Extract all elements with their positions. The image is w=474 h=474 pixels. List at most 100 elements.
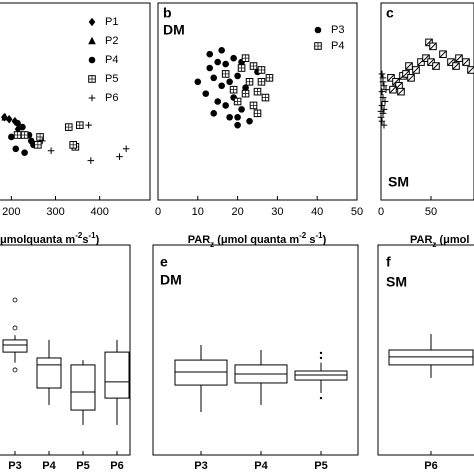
marker (1, 112, 9, 121)
marker (122, 145, 130, 153)
marker (242, 84, 249, 92)
x-tick-label: 40 (311, 206, 323, 218)
marker (222, 60, 229, 68)
marker (75, 121, 84, 129)
marker (429, 42, 437, 51)
stroke (439, 50, 447, 58)
marker (218, 46, 225, 54)
dot (238, 106, 245, 113)
condition-label: SM (386, 274, 407, 290)
x-tick-label: P5 (76, 460, 89, 472)
x-axis-label-part: PAR (410, 234, 432, 246)
marker (379, 74, 387, 82)
condition-label: DM (163, 22, 185, 38)
box (70, 364, 96, 411)
dot (210, 74, 218, 82)
x-tick-label: P5 (314, 460, 327, 472)
marker (20, 131, 29, 139)
marker (87, 157, 95, 164)
x-tick-label: 300 (46, 206, 64, 218)
marker (380, 82, 388, 90)
box (388, 349, 474, 366)
panel-label: b (163, 5, 172, 21)
marker (230, 54, 237, 62)
marker (257, 78, 266, 86)
marker (257, 66, 266, 74)
marker (38, 137, 46, 145)
marker (210, 74, 218, 82)
dot (19, 123, 26, 131)
x-tick-label: 50 (425, 206, 437, 218)
marker (214, 58, 221, 66)
x-tick-label: 0 (378, 206, 384, 218)
marker (222, 102, 229, 109)
x-tick-label: 20 (231, 206, 243, 218)
marker (88, 36, 96, 45)
x-tick-label: 0 (155, 206, 161, 218)
panel-label: e (160, 254, 168, 270)
marker (88, 56, 96, 64)
stroke (405, 62, 413, 70)
dot (202, 90, 210, 97)
stroke (407, 74, 415, 82)
marker (69, 141, 77, 149)
marker (238, 106, 245, 113)
dot (242, 84, 249, 92)
marker (439, 50, 447, 59)
marker (229, 85, 238, 94)
dot (234, 121, 241, 129)
x-axis-label-part: -1 (88, 231, 96, 240)
marker (245, 78, 254, 86)
marker (88, 94, 96, 102)
marker (12, 145, 20, 153)
x-axis-label: μmolquanta m-2s-1) (0, 231, 100, 246)
stroke (452, 62, 460, 70)
x-axis-label-part: s (82, 234, 88, 246)
dot (218, 46, 225, 54)
dot (194, 78, 202, 86)
marker (412, 66, 420, 74)
x-axis-label-part: -2 (75, 231, 83, 240)
marker (387, 74, 395, 82)
dot (314, 26, 322, 34)
box (2, 339, 28, 353)
marker (425, 38, 433, 47)
marker (462, 58, 470, 66)
marker (249, 62, 258, 70)
plot-frame (0, 2, 151, 201)
marker (210, 110, 218, 117)
x-axis-label-part: s (306, 234, 315, 246)
legend-label: P3 (331, 24, 344, 36)
marker (378, 70, 386, 78)
diamond (88, 17, 96, 27)
marker (233, 97, 242, 106)
stroke (427, 58, 435, 66)
stroke (392, 78, 400, 86)
marker (34, 141, 42, 149)
marker (221, 70, 230, 78)
dot (214, 98, 221, 105)
legend-label: P5 (105, 73, 118, 85)
triangle (88, 36, 96, 45)
outlier (12, 297, 18, 303)
marker (265, 74, 274, 82)
dot (226, 78, 233, 86)
x-tick-label: 400 (90, 206, 108, 218)
outlier (319, 396, 323, 400)
dot (226, 113, 233, 121)
marker (19, 123, 26, 131)
x-tick-label: P6 (110, 460, 123, 472)
marker (206, 64, 214, 72)
legend-label: P4 (105, 54, 118, 66)
marker (377, 113, 385, 121)
x-tick-label: P4 (254, 460, 268, 472)
plot-frame (152, 244, 359, 456)
marker (234, 113, 241, 121)
x-tick-label: P4 (42, 460, 56, 472)
marker (389, 85, 397, 94)
outlier (319, 356, 323, 360)
plot-frame (380, 2, 474, 201)
outlier (12, 325, 18, 331)
dot (8, 133, 15, 141)
